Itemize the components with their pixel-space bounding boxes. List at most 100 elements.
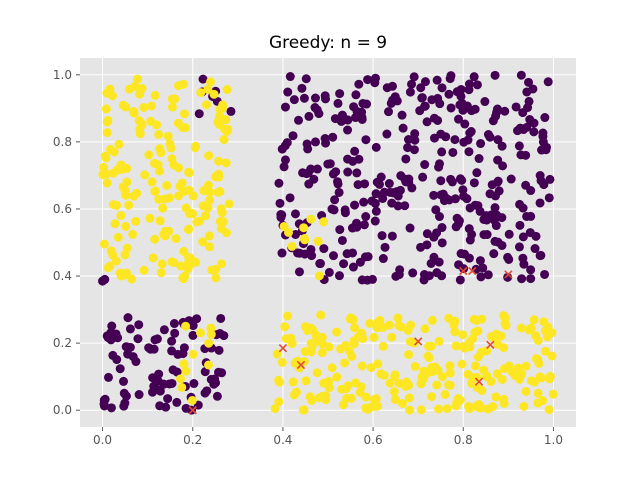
scatter-point-light: [348, 315, 358, 325]
scatter-point-light: [545, 374, 555, 384]
scatter-point-dark: [120, 398, 130, 408]
scatter-point-dark: [476, 139, 486, 149]
scatter-point-dark: [472, 80, 482, 90]
scatter-point-dark: [169, 319, 179, 329]
scatter-point-light: [416, 379, 426, 389]
scatter-point-dark: [455, 174, 465, 184]
scatter-point-dark: [216, 313, 226, 323]
scatter-point-light: [432, 380, 442, 390]
scatter-point-dark: [335, 89, 345, 99]
scatter-point-dark: [119, 376, 129, 386]
scatter-point-light: [160, 231, 170, 241]
scatter-point-dark: [354, 154, 364, 164]
scatter-point-light: [279, 221, 289, 231]
scatter-point-dark: [522, 87, 532, 97]
scatter-point-light: [110, 219, 120, 229]
scatter-point-dark: [444, 89, 454, 99]
scatter-point-light: [188, 191, 198, 201]
scatter-point-dark: [382, 129, 392, 139]
scatter-point-light: [209, 89, 219, 99]
scatter-point-dark: [311, 137, 321, 147]
scatter-point-dark: [363, 75, 373, 85]
scatter-point-dark: [497, 141, 507, 151]
scatter-point-dark: [291, 229, 301, 239]
scatter-point-light: [385, 378, 395, 388]
scatter-point-dark: [463, 135, 473, 145]
scatter-point-dark: [361, 212, 371, 222]
scatter-point-light: [174, 191, 184, 201]
scatter-point-dark: [347, 223, 357, 233]
scatter-point-dark: [152, 334, 162, 344]
scatter-point-dark: [518, 232, 528, 242]
scatter-point-light: [194, 216, 204, 226]
scatter-point-light: [205, 242, 215, 252]
scatter-point-light: [519, 401, 529, 411]
scatter-point-dark: [526, 186, 536, 196]
scatter-point-dark: [112, 355, 122, 365]
scatter-point-light: [306, 347, 316, 357]
scatter-point-dark: [436, 176, 446, 186]
scatter-point-dark: [476, 272, 486, 282]
scatter-point-light: [416, 405, 426, 415]
selected-marker-stroke: [188, 406, 197, 415]
scatter-point-dark: [431, 205, 441, 215]
scatter-point-dark: [535, 171, 545, 181]
scatter-point-light: [504, 361, 514, 371]
scatter-point-light: [306, 323, 316, 333]
scatter-point-dark: [167, 378, 177, 388]
scatter-point-dark: [405, 223, 415, 233]
scatter-point-light: [389, 387, 399, 397]
scatter-point-light: [340, 358, 350, 368]
scatter-point-light: [158, 203, 168, 213]
scatter-point-dark: [350, 146, 360, 156]
scatter-point-light: [108, 200, 118, 210]
scatter-point-light: [152, 120, 162, 130]
scatter-point-light: [149, 158, 159, 168]
scatter-point-light: [365, 318, 375, 328]
scatter-point-light: [531, 331, 541, 341]
scatter-point-dark: [464, 79, 474, 89]
scatter-point-light: [405, 337, 415, 347]
scatter-point-light: [176, 261, 186, 271]
scatter-point-light: [105, 84, 115, 94]
scatter-point-light: [156, 268, 166, 278]
scatter-point-light: [122, 243, 132, 253]
selected-point-marker: [474, 377, 484, 386]
scatter-point-dark: [545, 174, 555, 184]
scatter-point-dark: [217, 368, 227, 378]
scatter-point-light: [319, 217, 329, 227]
scatter-point-light: [217, 259, 227, 269]
scatter-point-dark: [511, 102, 521, 112]
scatter-point-dark: [493, 176, 503, 186]
scatter-point-light: [187, 395, 197, 405]
scatter-point-light: [298, 405, 308, 415]
scatter-point-dark: [125, 324, 135, 334]
scatter-point-dark: [543, 77, 553, 87]
scatter-point-dark: [340, 205, 350, 215]
scatter-point-light: [115, 268, 125, 278]
scatter-point-dark: [371, 189, 381, 199]
scatter-point-light: [510, 371, 520, 381]
scatter-point-dark: [472, 168, 482, 178]
scatter-point-light: [287, 241, 297, 251]
scatter-point-light: [420, 324, 430, 334]
selected-point-marker: [486, 340, 495, 349]
scatter-point-light: [472, 315, 482, 325]
scatter-point-dark: [529, 127, 539, 137]
scatter-point-light: [159, 194, 169, 204]
scatter-point-light: [204, 231, 214, 241]
scatter-point-light: [499, 394, 509, 404]
scatter-point-light: [116, 210, 126, 220]
scatter-point-light: [467, 378, 477, 388]
scatter-point-light: [207, 265, 217, 275]
scatter-point-light: [500, 313, 510, 323]
scatter-point-light: [215, 217, 225, 227]
scatter-point-dark: [456, 249, 466, 259]
selected-point-marker: [188, 406, 197, 415]
scatter-point-dark: [459, 264, 469, 274]
scatter-point-dark: [469, 72, 479, 82]
scatter-point-dark: [333, 98, 343, 108]
scatter-point-dark: [393, 191, 403, 201]
scatter-point-light: [216, 224, 226, 234]
scatter-point-light: [460, 343, 470, 353]
